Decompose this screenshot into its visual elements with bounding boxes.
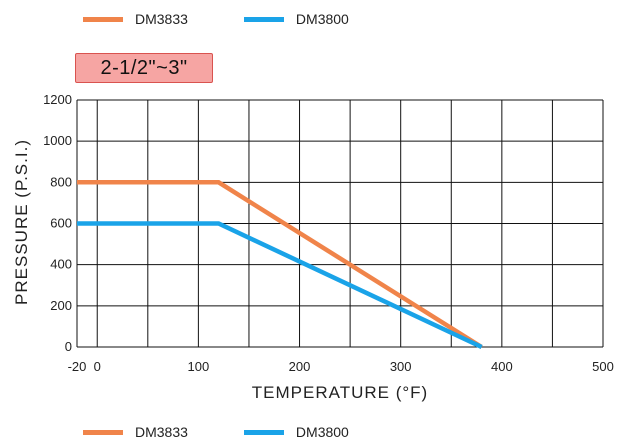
legend-swatch-dm3800-bottom [243, 429, 284, 435]
legend-bottom: DM3833 DM3800 [83, 422, 405, 442]
legend-item-dm3833: DM3833 [83, 11, 188, 27]
y-tick-label-0: 0 [65, 339, 72, 354]
legend-swatch-dm3833 [83, 16, 123, 22]
legend-item-dm3800: DM3800 [243, 11, 349, 27]
x-tick-label-200: 200 [289, 359, 311, 374]
y-tick-label-800: 800 [50, 174, 72, 189]
series-line-dm3833 [77, 180, 483, 349]
y-tick-label-200: 200 [50, 298, 72, 313]
legend-swatch-dm3800 [243, 16, 284, 22]
y-tick-label-1200: 1200 [43, 92, 72, 107]
legend-label-dm3800-bottom: DM3800 [295, 424, 349, 440]
chart-ticks: -20 0 100 200 300 400 500 0 200 400 600 800 1000 1200 [43, 92, 614, 374]
x-tick-label-0: 0 [94, 359, 101, 374]
legend-label-dm3833-bottom: DM3833 [135, 424, 188, 440]
y-tick-label-600: 600 [50, 216, 72, 231]
legend-item-dm3800-bottom: DM3800 [243, 424, 349, 440]
x-tick-label-500: 500 [592, 359, 614, 374]
size-badge: 2-1/2"~3" [75, 53, 213, 83]
x-tick-label-100: 100 [188, 359, 210, 374]
legend-item-dm3833-bottom: DM3833 [83, 424, 188, 440]
legend-top: DM3833 DM3800 [83, 9, 405, 29]
legend-label-dm3833: DM3833 [135, 11, 188, 27]
x-tick-label--20: -20 [68, 359, 87, 374]
legend-label-dm3800: DM3800 [295, 11, 349, 27]
y-tick-label-1000: 1000 [43, 133, 72, 148]
x-tick-label-300: 300 [390, 359, 412, 374]
series-line-dm3800 [77, 221, 483, 350]
x-axis-title: TEMPERATURE (°F) [252, 383, 428, 402]
legend-swatch-dm3833-bottom [83, 429, 123, 435]
chart-series [77, 180, 483, 350]
x-tick-label-400: 400 [491, 359, 513, 374]
y-tick-label-400: 400 [50, 257, 72, 272]
y-axis-title: PRESSURE (P.S.I.) [12, 139, 31, 305]
